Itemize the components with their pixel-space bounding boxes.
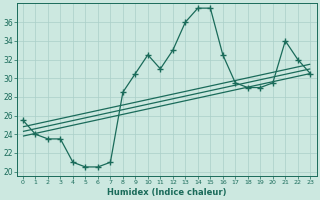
X-axis label: Humidex (Indice chaleur): Humidex (Indice chaleur)	[107, 188, 226, 197]
